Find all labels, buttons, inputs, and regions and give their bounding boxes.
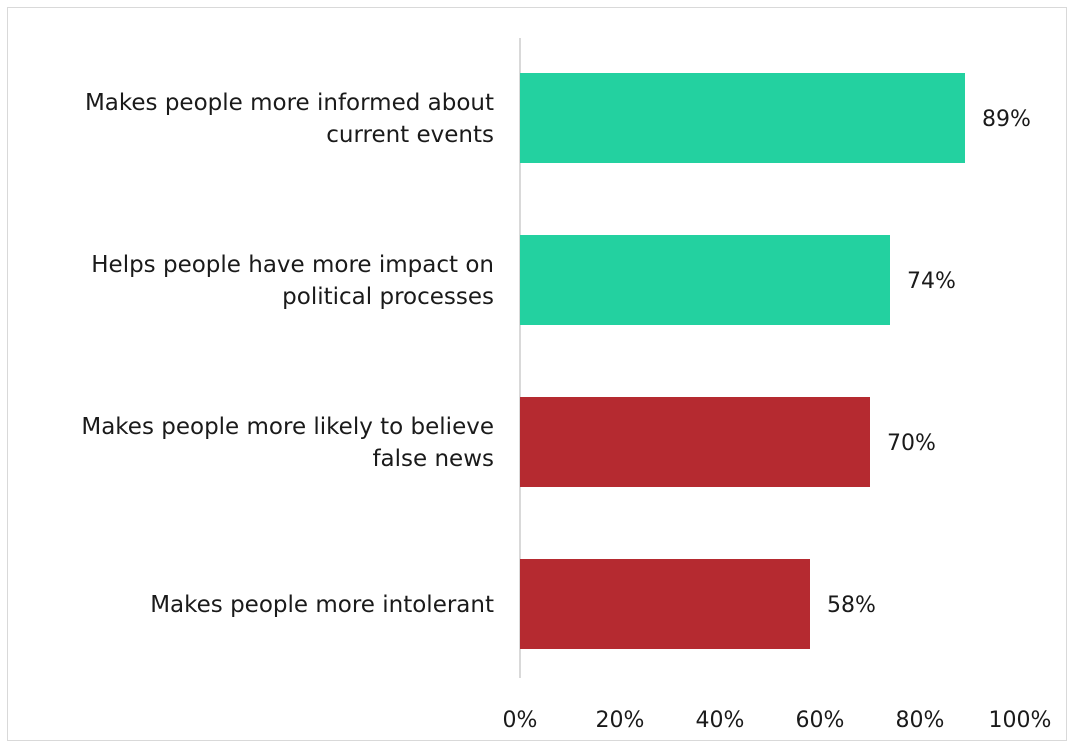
data-label-3: 70% — [887, 431, 936, 456]
x-tick-label-20: 20% — [596, 708, 645, 733]
category-label-1-line-1: Makes people more informed about — [85, 90, 494, 116]
data-label-4: 58% — [827, 593, 876, 618]
bar-2 — [520, 235, 890, 325]
category-label-4-line-1: Makes people more intolerant — [150, 592, 494, 618]
data-label-1: 89% — [982, 107, 1031, 132]
x-tick-label-40: 40% — [696, 708, 745, 733]
category-label-1-line-2: current events — [326, 122, 494, 148]
x-tick-label-100: 100% — [989, 708, 1052, 733]
category-label-3-line-2: false news — [372, 446, 494, 472]
chart-frame — [7, 7, 1067, 741]
category-label-3-line-1: Makes people more likely to believe — [81, 414, 494, 440]
category-label-2-line-2: political processes — [282, 284, 494, 310]
x-tick-label-60: 60% — [796, 708, 845, 733]
data-label-2: 74% — [907, 269, 956, 294]
labels-layer: 89% Makes people more informed about curre… — [81, 90, 1031, 618]
x-tick-label-0: 0% — [503, 708, 538, 733]
x-axis-ticks: 0% 20% 40% 60% 80% 100% — [503, 708, 1052, 733]
bars-layer — [520, 73, 965, 649]
bar-3 — [520, 397, 870, 487]
bar-4 — [520, 559, 810, 649]
bar-1 — [520, 73, 965, 163]
category-label-2-line-1: Helps people have more impact on — [91, 252, 494, 278]
x-tick-label-80: 80% — [896, 708, 945, 733]
